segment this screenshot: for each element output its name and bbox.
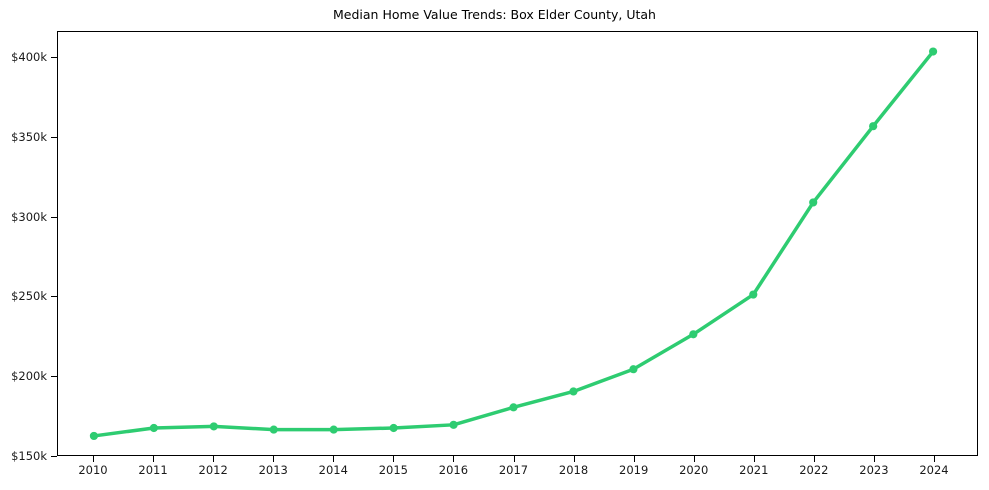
y-axis-tick-label: $250k [11, 289, 47, 304]
data-point-marker [449, 420, 458, 429]
x-axis-tick-label: 2023 [859, 463, 889, 477]
x-axis-tick-label: 2021 [739, 463, 769, 477]
x-axis-tick-mark [813, 456, 815, 462]
x-axis-tick-mark [333, 456, 335, 462]
x-axis-tick-mark [693, 456, 695, 462]
y-axis-tick-mark [51, 456, 57, 457]
x-axis-tick-label: 2010 [78, 463, 108, 477]
y-axis-tick-label: $350k [11, 129, 47, 144]
x-axis-tick-mark [213, 456, 215, 462]
y-axis-tick-label: $300k [11, 209, 47, 224]
x-axis-tick-label: 2011 [138, 463, 168, 477]
x-axis-tick-mark [633, 456, 635, 462]
data-point-marker [569, 387, 578, 396]
data-point-marker [809, 198, 818, 207]
x-axis-tick-mark [453, 456, 455, 462]
x-axis-tick-mark [393, 456, 395, 462]
x-axis-tick-mark [153, 456, 155, 462]
data-point-marker [269, 425, 278, 434]
data-point-marker [749, 290, 758, 299]
x-axis-tick-mark [93, 456, 94, 462]
x-axis-tick-label: 2013 [258, 463, 288, 477]
x-axis-tick-label: 2016 [438, 463, 469, 477]
data-point-marker [389, 423, 398, 433]
line-series-plot [89, 47, 938, 441]
x-axis-tick-mark [753, 456, 755, 462]
x-axis-tick-label: 2012 [198, 463, 228, 477]
x-axis-tick-label: 2024 [919, 463, 949, 477]
data-point-marker [629, 365, 638, 374]
x-axis-tick-label: 2019 [619, 463, 649, 477]
x-axis-tick-mark [573, 456, 575, 462]
x-axis-tick-label: 2022 [799, 463, 829, 477]
data-point-marker [689, 330, 698, 339]
data-point-marker [869, 122, 878, 131]
data-point-marker [89, 431, 99, 441]
x-axis-tick-mark [273, 456, 275, 462]
x-axis-tick-label: 2014 [318, 463, 348, 477]
data-point-marker [929, 47, 938, 56]
data-point-marker [209, 422, 218, 431]
y-axis-tick-label: $200k [11, 369, 47, 384]
y-axis-tick-labels: $150k $200k $250k $300k $350k $400k [0, 0, 47, 490]
median-home-value-markers [89, 47, 938, 441]
chart-title: Median Home Value Trends: Box Elder Coun… [333, 7, 656, 22]
data-point-marker [149, 423, 158, 433]
x-axis-tick-label: 2020 [679, 463, 709, 477]
data-point-marker [509, 403, 518, 412]
x-axis-tick-label: 2015 [378, 463, 408, 477]
x-axis-tick-mark [513, 456, 515, 462]
plot-frame [57, 31, 978, 456]
x-axis-tick-label: 2018 [558, 463, 589, 477]
median-home-value-line [92, 49, 935, 438]
x-axis-tick-mark [873, 456, 875, 462]
x-axis-tick-mark [934, 456, 935, 462]
y-axis-tick-label: $400k [11, 50, 47, 64]
y-axis-tick-label: $150k [11, 449, 47, 463]
data-point-marker [329, 425, 338, 434]
x-axis-tick-label: 2017 [498, 463, 529, 477]
